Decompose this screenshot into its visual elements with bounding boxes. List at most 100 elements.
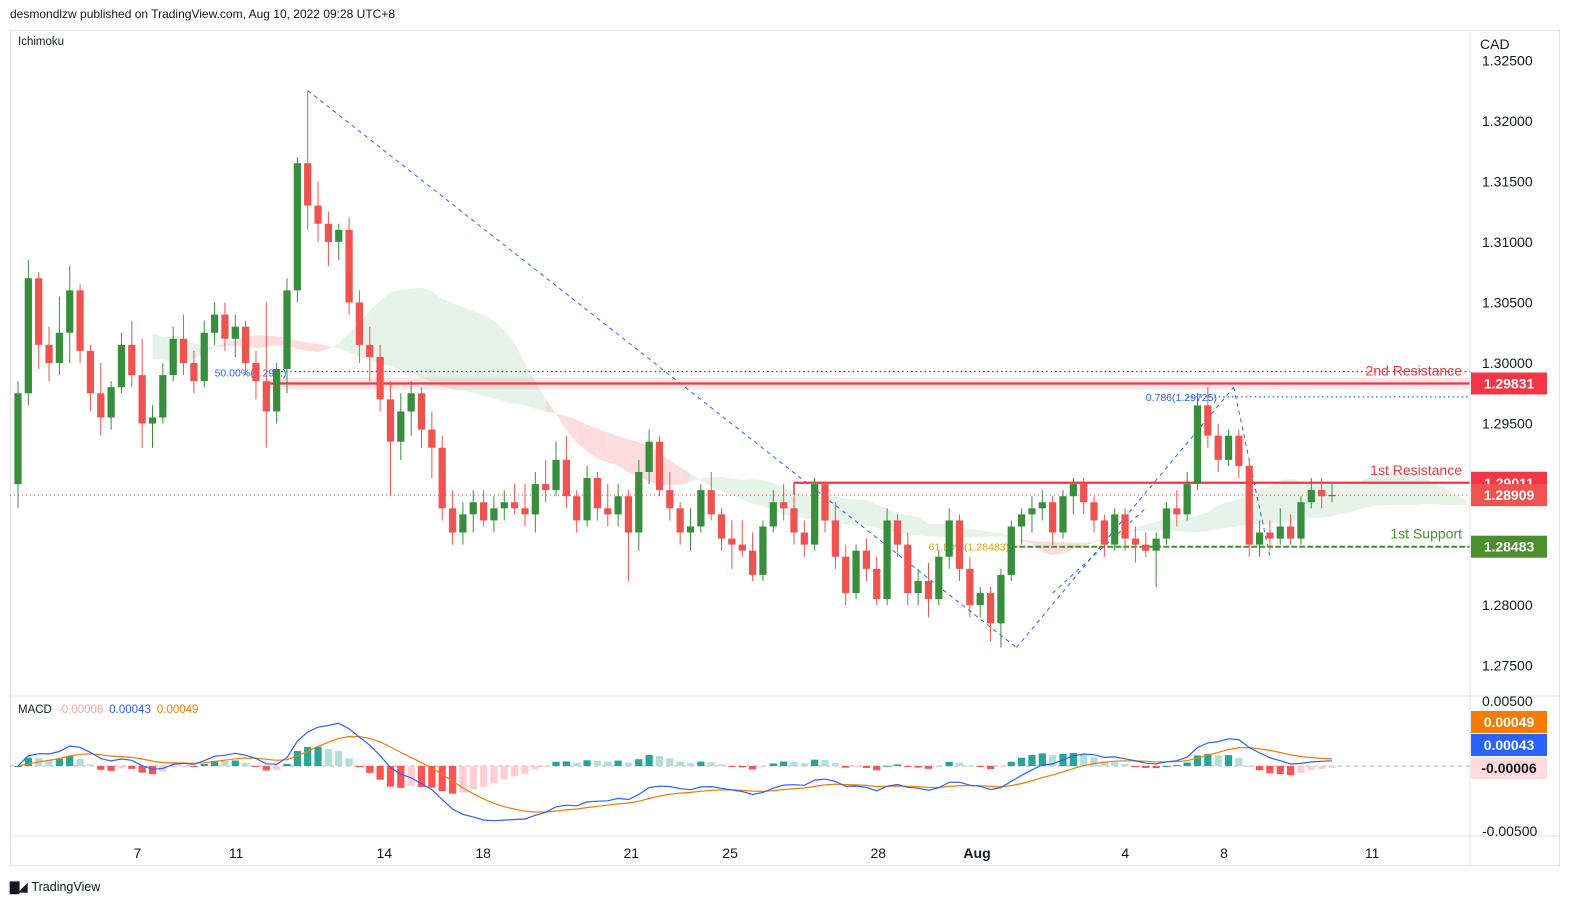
macd-histogram-bar	[1276, 766, 1284, 775]
macd-histogram-bar	[655, 756, 664, 766]
candle	[552, 459, 560, 491]
macd-histogram-bar	[107, 766, 115, 771]
candle	[428, 429, 436, 448]
ichimoku-cloud-segment	[1135, 524, 1146, 532]
macd-histogram-bar	[831, 763, 839, 766]
ichimoku-cloud-segment	[1259, 486, 1270, 525]
time-tick-label: 8	[1220, 845, 1228, 861]
candle	[759, 526, 767, 575]
ichimoku-cloud-segment	[618, 435, 629, 472]
ichimoku-cloud-segment	[514, 343, 525, 406]
macd-histogram-bar	[324, 749, 333, 766]
candle	[542, 484, 550, 491]
price-tick-label: 1.32500	[1482, 52, 1533, 68]
macd-histogram-bar	[45, 759, 53, 766]
candle	[728, 538, 736, 545]
candle	[924, 580, 933, 600]
macd-histogram-bar	[676, 761, 684, 766]
candle	[976, 593, 984, 606]
candle	[531, 484, 539, 515]
candle	[35, 278, 43, 345]
candle	[821, 484, 829, 521]
macd-histogram-bar	[273, 766, 281, 770]
ichimoku-cloud-segment	[1042, 541, 1053, 556]
time-tick-label: 11	[229, 845, 244, 861]
macd-histogram-bar	[769, 763, 777, 766]
ichimoku-cloud-segment	[1394, 471, 1405, 506]
ichimoku-cloud-segment	[1280, 478, 1291, 523]
macd-histogram-bar	[1245, 765, 1253, 767]
candle	[1318, 490, 1326, 497]
candle	[997, 574, 1005, 624]
candle	[86, 350, 95, 394]
candle	[1069, 484, 1077, 497]
level-badge-2	[1471, 535, 1547, 558]
macd-histogram-bar	[1090, 757, 1098, 766]
macd-histogram-bar	[479, 766, 488, 788]
candle	[1038, 502, 1046, 509]
level-name-2: 1st Support	[1390, 526, 1462, 542]
macd-histogram-bar	[138, 766, 146, 773]
ichimoku-cloud-segment	[1352, 480, 1364, 512]
macd-histogram-bar	[1328, 766, 1336, 768]
candle	[242, 326, 250, 363]
macd-histogram-bar	[448, 766, 457, 794]
candle	[66, 290, 74, 333]
ichimoku-cloud-segment	[1218, 501, 1229, 529]
ichimoku-label[interactable]: Ichimoku	[18, 36, 65, 48]
tradingview-brand[interactable]: ▇◢ TradingView	[10, 880, 100, 894]
macd-histogram-bar	[914, 766, 922, 768]
macd-histogram-bar	[976, 766, 984, 767]
ichimoku-cloud-segment	[1207, 505, 1219, 532]
macd-histogram-bar	[169, 766, 177, 768]
candle	[335, 229, 343, 242]
candle	[831, 520, 839, 557]
macd-histogram-bar	[697, 761, 705, 766]
macd-histogram-bar	[821, 760, 829, 766]
candle	[304, 163, 312, 206]
ichimoku-cloud-segment	[742, 478, 753, 504]
candle	[469, 502, 477, 515]
macd-legend[interactable]: MACD -0.00006 0.00043 0.00049	[18, 704, 198, 716]
ichimoku-cloud-segment	[1083, 541, 1095, 547]
ichimoku-cloud-segment	[628, 439, 639, 477]
ichimoku-cloud-segment	[431, 291, 443, 387]
ichimoku-cloud-segment	[1145, 521, 1157, 532]
macd-histogram-bar	[1318, 766, 1326, 769]
candle	[107, 387, 115, 418]
candle	[1121, 514, 1129, 539]
level-name-1: 1st Resistance	[1370, 462, 1462, 478]
candle	[148, 417, 157, 424]
macd-histogram-bar	[459, 766, 467, 793]
macd-line-value: 0.00043	[109, 704, 151, 716]
macd-badge-1	[1471, 734, 1547, 756]
candle	[1276, 526, 1284, 539]
macd-histogram-bar	[583, 760, 591, 766]
ichimoku-cloud-segment	[318, 343, 329, 352]
macd-histogram-bar	[738, 766, 746, 768]
macd-histogram-bar	[1131, 766, 1140, 767]
ichimoku-cloud-segment	[328, 343, 339, 350]
fib-label-1: 61.80%(1.28483)	[928, 542, 1009, 554]
macd-histogram-bar	[417, 766, 426, 787]
macd-histogram-bar	[945, 761, 953, 766]
macd-histogram-bar	[242, 763, 250, 766]
ichimoku-cloud-segment	[214, 343, 225, 348]
ichimoku-cloud-segment	[1373, 474, 1384, 507]
candle	[407, 393, 415, 412]
candle	[811, 484, 819, 545]
ichimoku-cloud-segment	[1456, 494, 1467, 506]
macd-histogram-bar	[842, 766, 850, 768]
candle	[376, 356, 384, 400]
macd-histogram-bar	[376, 766, 384, 780]
macd-histogram-bar	[562, 761, 570, 766]
macd-histogram-bar	[1069, 753, 1077, 766]
ichimoku-cloud-segment	[1435, 483, 1446, 506]
ichimoku-cloud-segment	[1125, 528, 1136, 534]
candle	[645, 441, 653, 472]
macd-histogram-bar	[304, 746, 312, 766]
candle	[904, 544, 912, 594]
macd-histogram-bar	[1183, 762, 1191, 766]
candle	[252, 363, 260, 382]
